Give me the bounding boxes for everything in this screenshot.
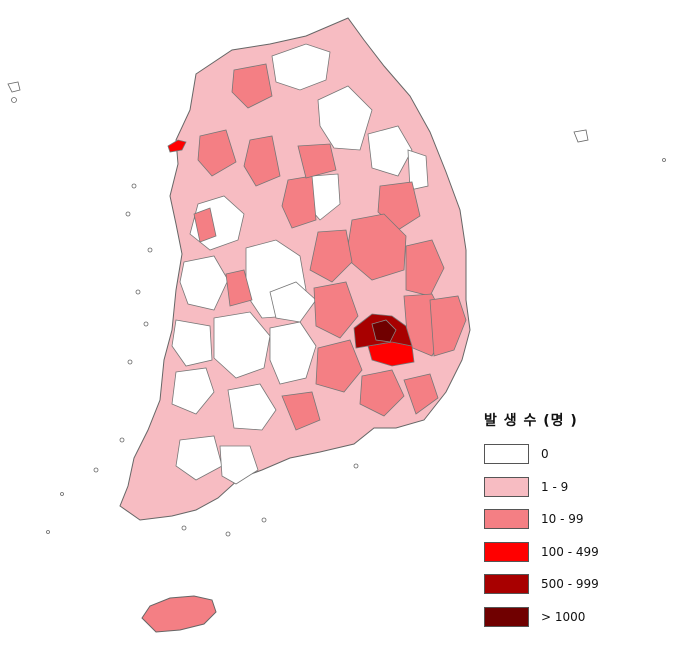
legend-swatch bbox=[484, 606, 529, 627]
legend: 발 생 수 (명 ) 0 1 - 9 10 - 99 100 - 499 500 - 9… bbox=[484, 410, 674, 633]
legend-item: 10 - 99 bbox=[484, 503, 674, 536]
legend-item: > 1000 bbox=[484, 601, 674, 634]
legend-label: 0 bbox=[541, 447, 549, 462]
small-islands bbox=[7, 81, 666, 537]
legend-swatch bbox=[484, 574, 529, 595]
legend-label: 500 - 999 bbox=[541, 577, 599, 592]
legend-label: 100 - 499 bbox=[541, 544, 599, 559]
legend-label: 1 - 9 bbox=[541, 479, 569, 494]
legend-swatch bbox=[484, 509, 529, 530]
legend-item: 1 - 9 bbox=[484, 471, 674, 504]
max-regions bbox=[371, 319, 397, 343]
legend-item: 100 - 499 bbox=[484, 536, 674, 569]
jeju-island bbox=[141, 595, 217, 633]
legend-swatch bbox=[484, 541, 529, 562]
legend-label: 10 - 99 bbox=[541, 512, 584, 527]
legend-item: 0 bbox=[484, 438, 674, 471]
legend-title: 발 생 수 (명 ) bbox=[484, 413, 578, 429]
legend-label: > 1000 bbox=[541, 609, 586, 624]
legend-swatch bbox=[484, 476, 529, 497]
legend-swatch bbox=[484, 444, 529, 465]
legend-items: 0 1 - 9 10 - 99 100 - 499 500 - 999 > 1000 bbox=[484, 438, 674, 633]
legend-item: 500 - 999 bbox=[484, 568, 674, 601]
zero-regions bbox=[171, 43, 429, 485]
